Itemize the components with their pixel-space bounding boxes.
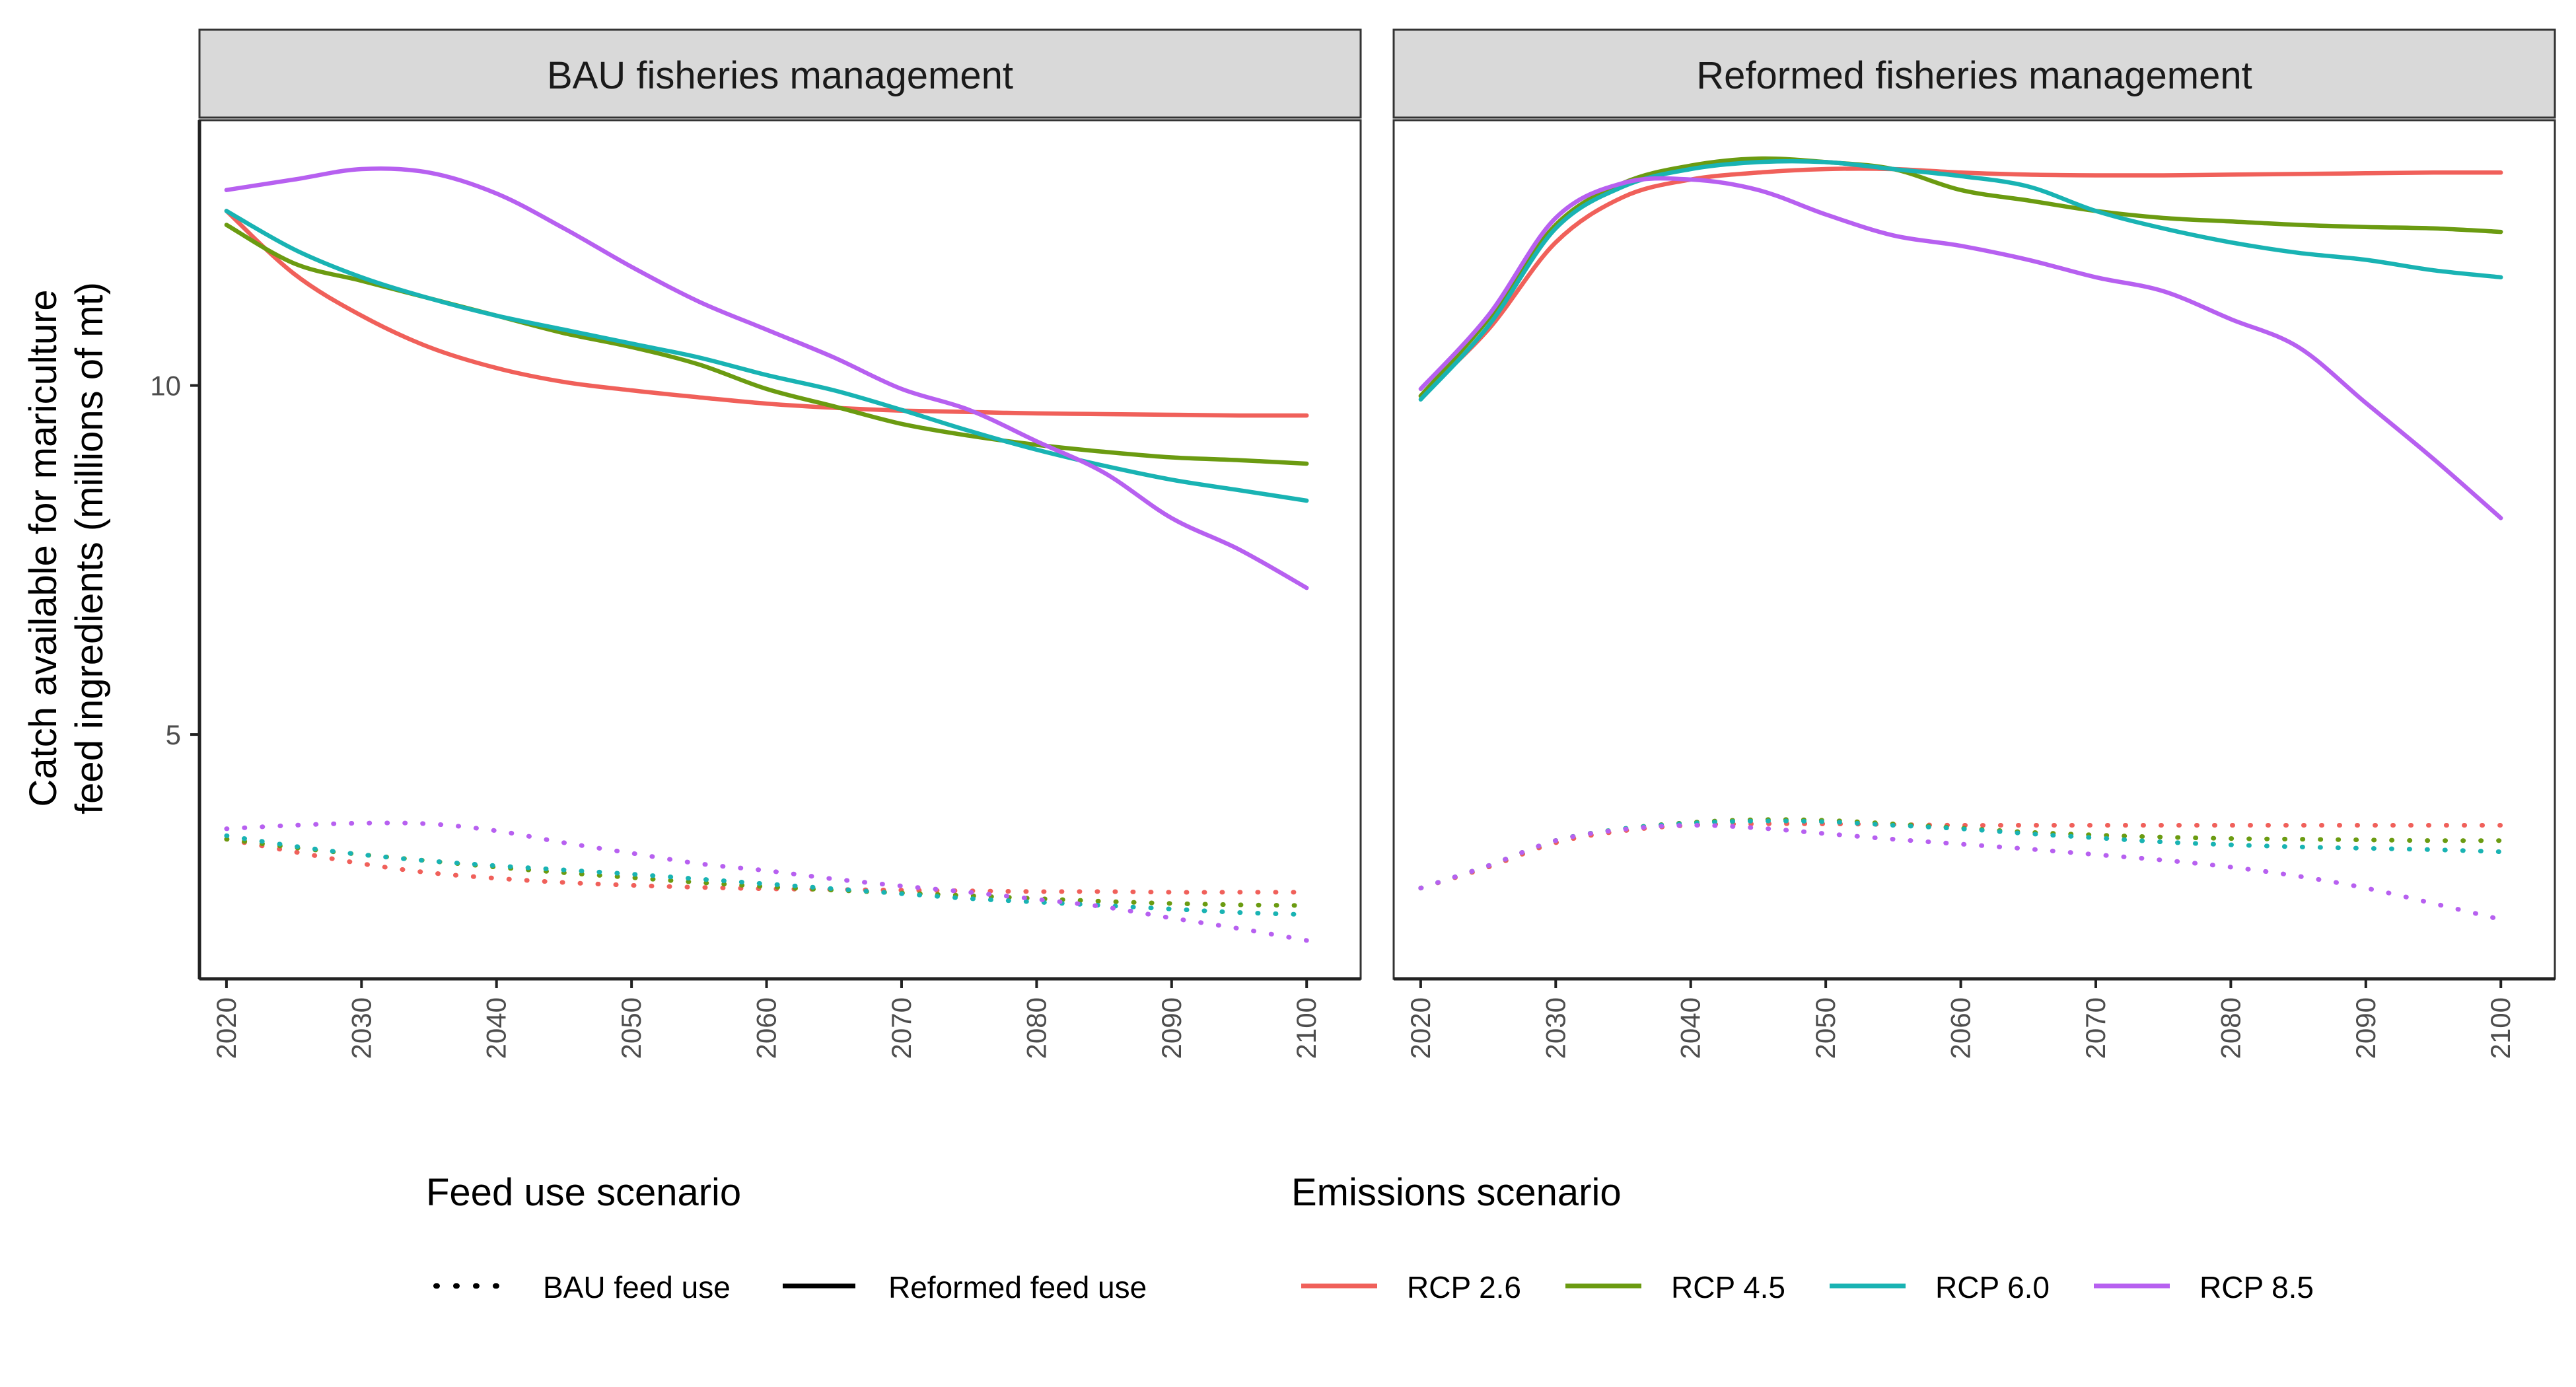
x-tick-label: 2080: [2215, 997, 2246, 1059]
y-tick-label: 10: [150, 371, 181, 402]
x-tick-label: 2070: [886, 997, 917, 1059]
series-line-rcp85-reformed-feed: [224, 166, 1309, 590]
facet-title: BAU fisheries management: [547, 54, 1013, 97]
y-axis-title-line1: Catch available for mariculture: [22, 289, 65, 806]
x-tick-label: 2100: [1291, 997, 1322, 1059]
x-tick-label: 2030: [1540, 997, 1571, 1059]
x-tick-label: 2040: [481, 997, 512, 1059]
x-tick-label: 2080: [1020, 997, 1052, 1059]
series-line-rcp60-reformed-feed: [224, 209, 1309, 503]
panel-bau-fisheries: BAU fisheries management 5 10 2020 2030 2040 2…: [150, 28, 1362, 1059]
legend-feed-use: Feed use scenario BAU feed use Reformed …: [426, 1171, 1147, 1304]
x-tick-label: 2090: [2350, 997, 2381, 1059]
x-tick-label: 2030: [345, 997, 376, 1059]
x-tick-label: 2020: [211, 997, 242, 1059]
legend-label-rcp45: RCP 4.5: [1671, 1270, 1785, 1304]
panel-reformed-fisheries: Reformed fisheries management 2020 2030 204…: [1392, 28, 2556, 1059]
legend-emissions-title: Emissions scenario: [1291, 1171, 1622, 1214]
series-line-rcp60-reformed-feed: [1418, 159, 2503, 402]
x-tick-label: 2070: [2080, 997, 2111, 1059]
series-line-rcp45-reformed-feed: [1418, 156, 2503, 398]
plot-panel: [1392, 119, 2556, 980]
x-tick-label: 2040: [1675, 997, 1706, 1059]
facet-strip: [1392, 28, 2556, 119]
x-tick-label: 2090: [1156, 997, 1187, 1059]
series-line-rcp85-bau-feed: [1418, 822, 2503, 922]
legend-label-rcp26: RCP 2.6: [1407, 1270, 1521, 1304]
legend-label-rcp85: RCP 8.5: [2200, 1270, 2314, 1304]
x-tick-label: 2060: [1945, 997, 1976, 1059]
legend-label-rcp60: RCP 6.0: [1935, 1270, 2050, 1304]
y-axis-title: Catch available for mariculture feed ing…: [22, 282, 111, 814]
legend-emissions: Emissions scenario RCP 2.6 RCP 4.5 RCP 6…: [1291, 1171, 2314, 1304]
series-line-rcp26-reformed-feed: [1418, 166, 2503, 398]
x-tick-label: 2050: [616, 997, 647, 1059]
facet-strip: [198, 28, 1362, 119]
legend-feed-title: Feed use scenario: [426, 1171, 741, 1214]
facet-title: Reformed fisheries management: [1696, 54, 2252, 97]
series-line-rcp26-reformed-feed: [224, 209, 1309, 418]
series-line-rcp85-reformed-feed: [1418, 176, 2503, 520]
legend-label-bau-feed: BAU feed use: [543, 1270, 731, 1304]
legend-label-reformed-feed: Reformed feed use: [888, 1270, 1147, 1304]
x-tick-label: 2020: [1405, 997, 1436, 1059]
series-line-rcp60-bau-feed: [1418, 818, 2503, 891]
plot-panel: [198, 119, 1362, 980]
x-tick-label: 2050: [1810, 997, 1841, 1059]
y-tick-label: 5: [166, 719, 181, 750]
x-tick-label: 2100: [2485, 997, 2516, 1059]
series-line-rcp45-bau-feed: [1418, 817, 2503, 891]
y-axis-title-line2: feed ingredients (millions of mt): [68, 282, 111, 814]
x-tick-label: 2060: [751, 997, 782, 1059]
